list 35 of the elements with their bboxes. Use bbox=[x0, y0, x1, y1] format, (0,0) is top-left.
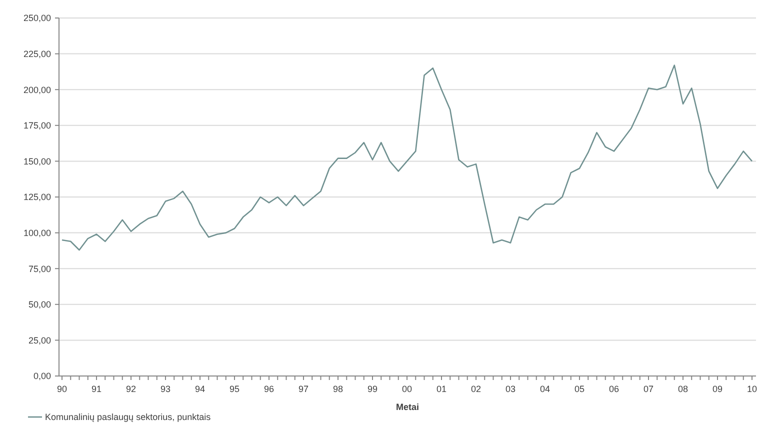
x-axis-title: Metai bbox=[396, 402, 420, 412]
x-tick-label: 98 bbox=[332, 384, 344, 394]
x-tick-label: 90 bbox=[56, 384, 68, 394]
x-tick-label: 92 bbox=[126, 384, 136, 394]
x-tick-label: 97 bbox=[298, 384, 309, 394]
y-tick-label: 175,00 bbox=[23, 120, 51, 131]
y-tick-label: 0,00 bbox=[33, 371, 51, 382]
y-tick-label: 200,00 bbox=[23, 84, 51, 95]
x-tick-label: 06 bbox=[608, 384, 620, 394]
x-tick-label: 03 bbox=[505, 384, 516, 394]
x-tick-label: 96 bbox=[264, 384, 274, 394]
x-tick-label: 00 bbox=[402, 384, 412, 394]
y-tick-label: 225,00 bbox=[23, 48, 51, 59]
y-tick-label: 75,00 bbox=[28, 264, 51, 274]
x-tick-label: 10 bbox=[746, 384, 758, 394]
x-tick-label: 04 bbox=[540, 384, 550, 394]
y-tick-label: 100,00 bbox=[23, 228, 51, 238]
x-tick-label: 02 bbox=[470, 384, 482, 394]
line-series bbox=[61, 64, 753, 251]
x-tick-label: 05 bbox=[574, 384, 585, 394]
legend-label: Komunalinių paslaugų sektorius, punktais bbox=[45, 412, 212, 422]
x-tick-label: 01 bbox=[436, 384, 447, 394]
x-tick-label: 94 bbox=[194, 384, 206, 394]
x-tick-label: 07 bbox=[643, 384, 654, 394]
x-tick-label: 09 bbox=[712, 384, 723, 394]
y-tick-label: 50,00 bbox=[28, 300, 51, 310]
x-tick-label: 08 bbox=[678, 384, 688, 394]
y-tick-label: 25,00 bbox=[28, 335, 51, 346]
y-tick-label: 150,00 bbox=[23, 156, 51, 166]
x-tick-label: 93 bbox=[160, 384, 171, 394]
y-tick-label: 125,00 bbox=[23, 192, 51, 202]
x-tick-label: 99 bbox=[367, 384, 378, 394]
x-tick-label: 91 bbox=[91, 384, 102, 394]
y-tick-label: 250,00 bbox=[23, 13, 51, 24]
x-tick-label: 95 bbox=[229, 384, 240, 394]
